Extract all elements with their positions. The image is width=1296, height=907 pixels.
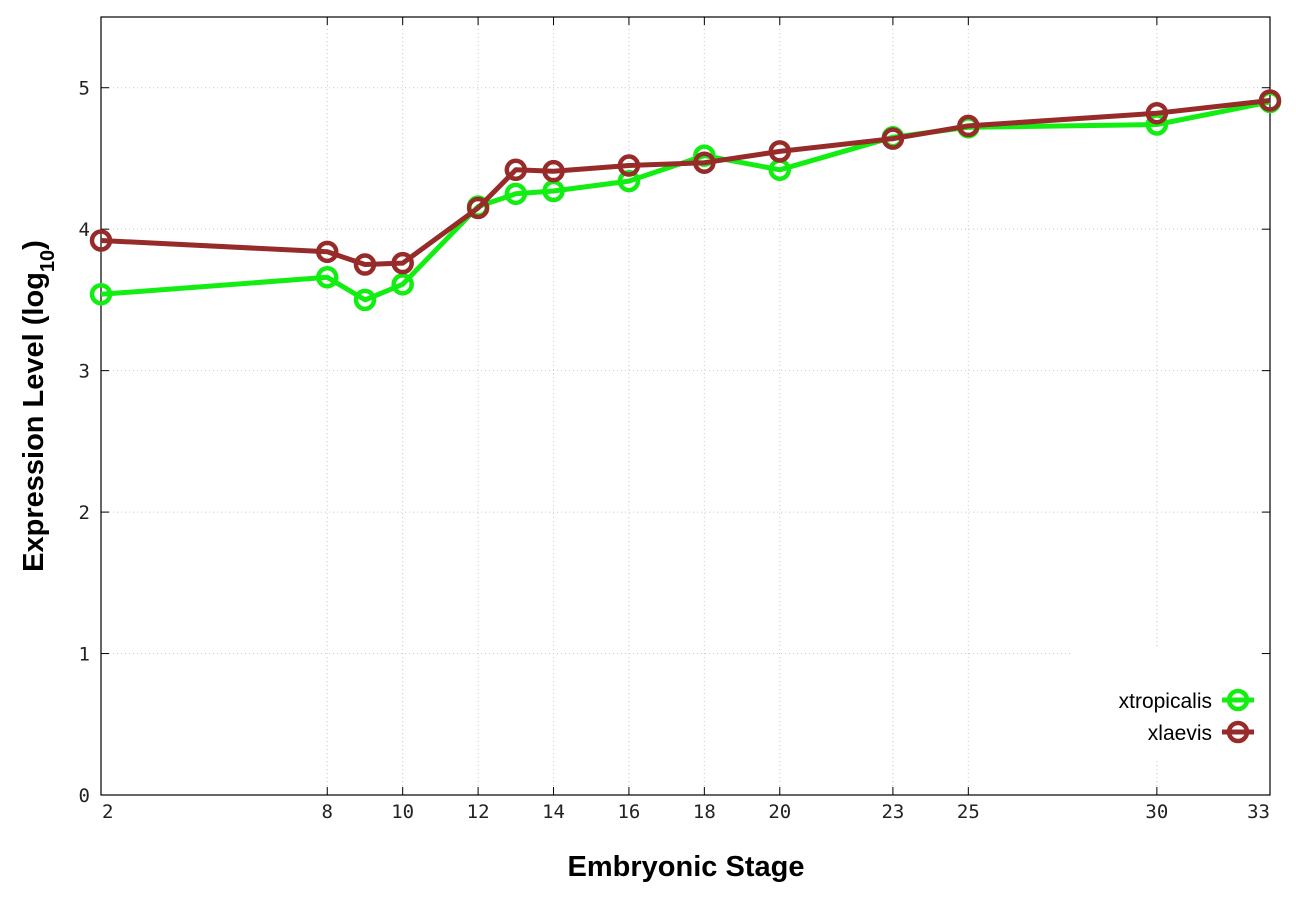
x-tick-label: 8 [322, 801, 333, 823]
y-tick-label: 2 [79, 502, 90, 524]
legend-swatch-marker-xtropicalis [1226, 688, 1250, 712]
x-tick-label: 18 [693, 801, 716, 823]
data-point-xtropicalis [89, 283, 113, 306]
x-tick-label: 20 [768, 801, 791, 823]
y-tick-label: 1 [79, 644, 90, 666]
x-tick-label: 2 [102, 801, 113, 823]
x-tick-label: 14 [542, 801, 565, 823]
data-point-xtropicalis [353, 288, 377, 312]
grid [101, 17, 1270, 795]
legend: xtropicalis xlaevis [1072, 648, 1258, 758]
data-point-xlaevis [881, 127, 905, 150]
legend-label-xlaevis: xlaevis [1148, 722, 1212, 745]
y-tick-label: 3 [79, 361, 90, 383]
data-point-xtropicalis [617, 169, 641, 193]
data-point-xlaevis [353, 253, 377, 276]
x-tick-label: 33 [1247, 801, 1270, 823]
series-xlaevis [89, 89, 1282, 276]
data-point-xlaevis [617, 154, 641, 177]
data-point-xlaevis [504, 158, 528, 182]
data-point-xtropicalis [316, 266, 339, 289]
x-axis-label: Embryonic Stage [568, 851, 805, 883]
y-axis-label-close: ) [18, 240, 50, 250]
y-axis-label-subscript: 10 [37, 250, 59, 272]
data-point-xlaevis [957, 114, 980, 138]
y-axis-label-main: Expression Level (log [18, 272, 50, 572]
y-tick-label: 4 [79, 219, 90, 241]
data-point-xlaevis [542, 159, 565, 183]
plot-frame [100, 16, 1271, 796]
data-point-xtropicalis [391, 273, 414, 296]
series-line-xtropicalis [100, 99, 1271, 303]
series-layer [89, 89, 1282, 312]
y-tick-label: 0 [79, 785, 90, 807]
legend-background [1072, 648, 1258, 758]
data-point-xlaevis [693, 151, 716, 174]
x-tick-label: 10 [391, 801, 414, 823]
series-line-xlaevis [100, 98, 1271, 267]
legend-swatch-marker-xlaevis [1226, 720, 1250, 744]
data-point-xlaevis [89, 229, 113, 252]
data-point-xlaevis [768, 140, 792, 163]
data-point-xlaevis [316, 240, 339, 264]
x-tick-label: 16 [617, 801, 640, 823]
data-point-xlaevis [1145, 101, 1169, 125]
data-point-xlaevis [466, 196, 490, 220]
series-xtropicalis [89, 90, 1282, 312]
data-point-xlaevis [391, 251, 414, 275]
x-tick-label: 23 [881, 801, 904, 823]
y-tick-label: 5 [79, 78, 90, 100]
data-point-xlaevis [1258, 89, 1282, 112]
x-tick-label: 25 [957, 801, 980, 823]
legend-label-xtropicalis: xtropicalis [1119, 690, 1212, 713]
y-axis-label: Expression Level (log10) [18, 240, 59, 572]
data-point-xtropicalis [504, 182, 528, 206]
x-tick-label: 12 [467, 801, 490, 823]
x-tick-label: 30 [1145, 801, 1168, 823]
